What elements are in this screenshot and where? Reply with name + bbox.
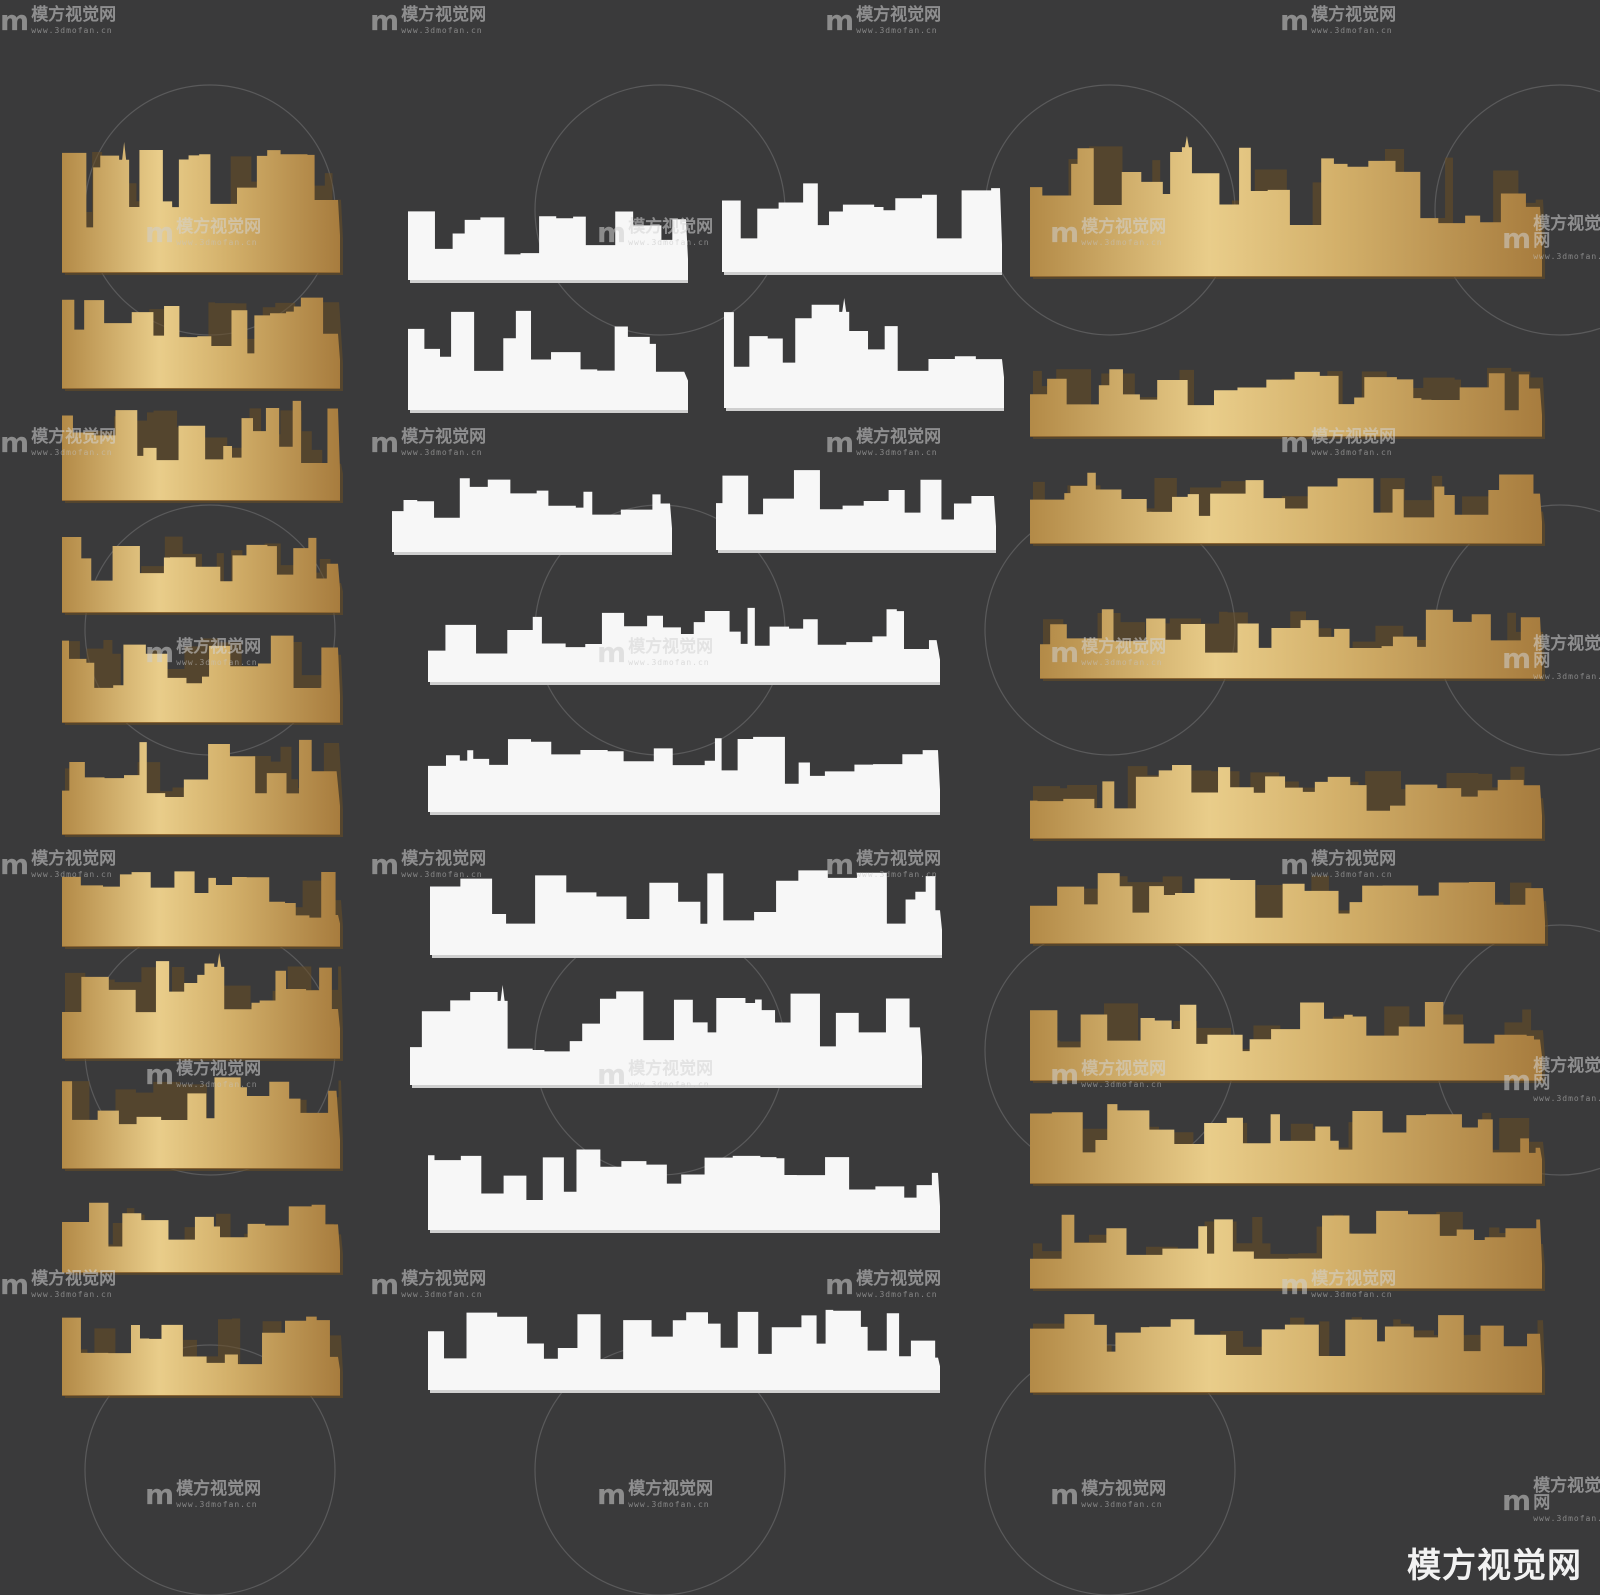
right-skyline-panel-9 [1030,1210,1545,1291]
skyline-silhouette [428,1149,940,1230]
panel-base-edge [430,1388,940,1393]
skyline-silhouette [428,1309,940,1390]
skyline-silhouette [428,736,940,812]
skyline-silhouette [62,871,340,946]
panel-base-edge [394,550,672,555]
skyline-silhouette [1030,764,1542,838]
panel-base-edge [726,406,1004,411]
skyline-silhouette [62,953,340,1058]
left-skyline-panel-10 [62,1202,343,1275]
right-skyline-panel-4 [1040,609,1545,681]
watermark-ring [534,84,786,336]
left-skyline-panel-11 [62,1316,343,1398]
panel-base-edge [410,408,688,413]
center-skyline-panel-9 [430,870,942,958]
right-skyline-panel-7 [1030,1001,1545,1083]
skyline-silhouette [410,985,922,1085]
panel-base-edge [432,953,942,958]
panel-base-edge [724,270,1002,275]
skyline-silhouette [716,470,996,550]
right-skyline-panel-1 [1030,136,1545,279]
skyline-silhouette [1030,136,1542,276]
skyline-panels [62,136,1548,1398]
panel-base-edge [410,278,688,283]
skyline-silhouette [1030,1001,1542,1080]
skyline-silhouette [1040,609,1542,678]
skyline-silhouette [430,870,942,955]
center-skyline-panel-7 [428,607,940,685]
right-skyline-panel-2 [1030,367,1545,439]
left-skyline-panel-4 [62,536,343,615]
panel-base-edge [412,1083,922,1088]
left-skyline-panel-5 [62,635,343,725]
skyline-silhouette [62,1316,340,1395]
panel-base-edge [430,680,940,685]
left-skyline-panel-2 [62,297,343,391]
skyline-silhouette [392,478,672,552]
center-skyline-panel-5 [392,478,672,555]
skyline-silhouette [62,1077,340,1168]
skyline-silhouette [408,211,688,280]
skyline-silhouette [62,739,340,834]
skyline-silhouette [408,310,688,410]
panel-base-edge [718,548,996,553]
right-skyline-panel-3 [1030,472,1545,546]
skyline-silhouette [62,400,340,500]
skyline-silhouette [1030,1210,1542,1288]
skyline-silhouette [1030,873,1545,943]
right-skyline-panel-6 [1030,873,1548,946]
center-skyline-panel-11 [428,1149,940,1233]
center-skyline-panel-12 [428,1309,940,1393]
center-skyline-panel-6 [716,470,996,553]
right-skyline-panel-5 [1030,764,1545,841]
skyline-silhouette [62,537,340,612]
brand-logo-text: 模方视觉网 [1407,1546,1582,1586]
left-skyline-panel-9 [62,1077,343,1171]
center-skyline-panel-10 [410,985,922,1088]
skyline-silhouette [62,142,340,272]
center-skyline-panel-2 [722,183,1002,275]
left-skyline-panel-3 [62,400,343,503]
right-skyline-panel-8 [1030,1104,1545,1186]
panel-base-edge [430,1228,940,1233]
watermark-ring [84,1344,336,1595]
center-skyline-panel-3 [408,310,688,413]
skyline-silhouette [1030,369,1542,436]
skyline-silhouette [62,635,340,722]
left-skyline-panel-8 [62,953,343,1061]
left-skyline-panel-1 [62,142,343,275]
skyline-silhouette [722,183,1002,272]
center-skyline-panel-4 [724,298,1004,411]
center-skyline-panel-1 [408,211,688,283]
panel-base-edge [430,810,940,815]
center-skyline-panel-8 [428,736,940,815]
skyline-silhouette [1030,1314,1542,1392]
skyline-silhouette [62,1202,340,1272]
right-skyline-panel-10 [1030,1314,1545,1395]
watermark-ring [984,1344,1236,1595]
left-skyline-panel-7 [62,871,343,949]
watermark-ring [1434,84,1600,336]
skyline-silhouette [428,607,940,682]
skyline-silhouette [62,297,340,388]
left-skyline-panel-6 [62,739,343,837]
skyline-silhouette [724,298,1004,408]
skyline-silhouette [1030,472,1542,543]
skyline-silhouette [1030,1104,1542,1183]
